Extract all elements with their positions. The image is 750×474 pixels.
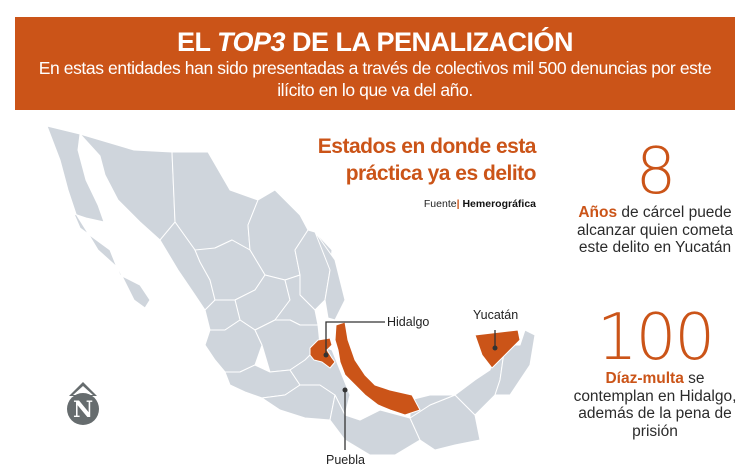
publisher-logo-icon: N	[67, 382, 99, 425]
map-headline: Estados en donde esta práctica ya es del…	[317, 135, 537, 185]
stat-description: Años de cárcel puede alcanzar quien come…	[577, 204, 733, 256]
state-baja	[46, 125, 151, 309]
source-note: Fuente| Hemerográfica	[423, 198, 536, 210]
puebla-dot	[342, 387, 348, 393]
hidalgo-dot	[323, 352, 329, 358]
yucatan-label: Yucatán	[473, 308, 519, 322]
state-yucatan	[474, 329, 521, 369]
state-veracruz	[334, 321, 421, 416]
stat-number: 8	[635, 135, 677, 209]
stat-description: Díaz-multa se contemplan en Hidalgo, ade…	[573, 370, 737, 440]
stat-number: 100	[596, 301, 715, 375]
state-sonora	[79, 133, 176, 246]
puebla-label: Puebla	[326, 453, 365, 467]
stat-years: 8 Años de cárcel puede alcanzar quien co…	[570, 140, 740, 257]
state-tamaulipas	[314, 231, 346, 321]
state-hidalgo	[309, 337, 336, 369]
header-banner: EL TOP3 DE LA PENALIZACIÓN En estas enti…	[15, 17, 735, 110]
page-subtitle: En estas entidades han sido presentadas …	[38, 58, 712, 100]
stat-fines: 100 Díaz-multa se contemplan en Hidalgo,…	[570, 306, 740, 440]
hidalgo-label: Hidalgo	[387, 315, 430, 329]
svg-text:N: N	[73, 397, 93, 423]
page-title: EL TOP3 DE LA PENALIZACIÓN	[176, 27, 574, 57]
mexico-map	[46, 125, 536, 456]
hidalgo-leader	[325, 321, 385, 355]
state-tabasco	[409, 394, 456, 419]
yucatan-dot	[492, 345, 498, 351]
